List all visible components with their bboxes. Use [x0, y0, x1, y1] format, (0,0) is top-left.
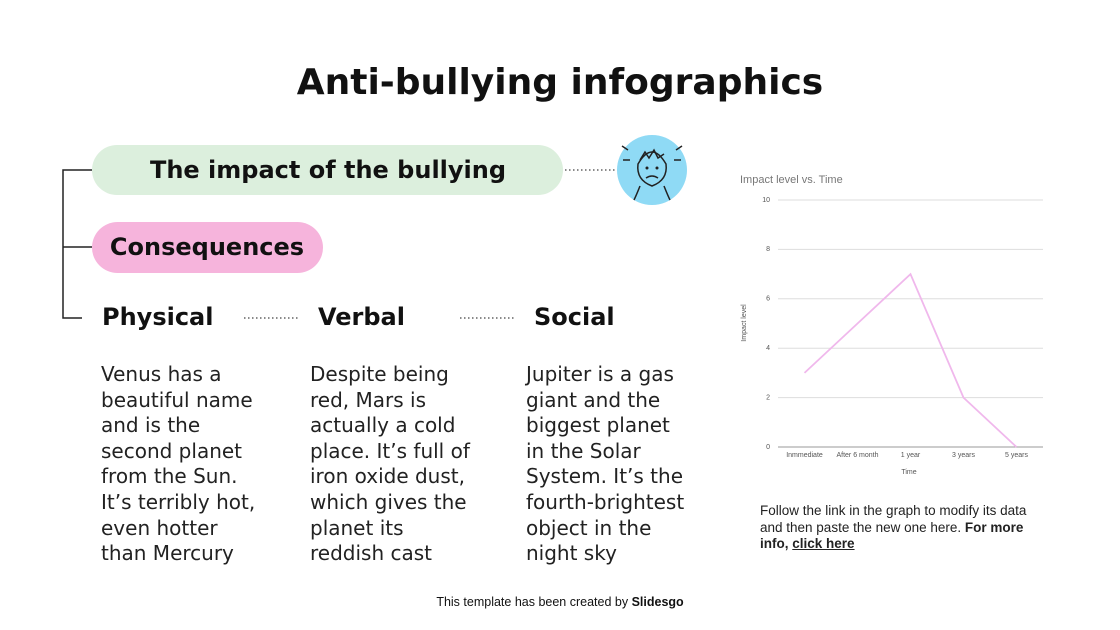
column-text-line: night sky	[526, 541, 617, 566]
column-text-line: reddish cast	[310, 541, 433, 566]
consequences-pill	[92, 222, 323, 273]
y-tick-label: 10	[762, 197, 770, 204]
x-tick-label: 5 years	[1005, 452, 1028, 459]
stress-icon	[617, 135, 687, 205]
column-text-line: It’s terribly hot,	[101, 490, 256, 514]
column-text-line: place. It’s full of	[310, 438, 470, 463]
column-text-line: Venus has a	[101, 362, 222, 386]
caption-text: Follow the link in the graph to modify i…	[760, 503, 1027, 535]
y-tick-label: 0	[766, 444, 770, 451]
column-text-line: second planet	[101, 438, 243, 463]
column-text-line: from the Sun.	[101, 464, 238, 489]
x-axis-label: Time	[901, 469, 916, 476]
impact-label: The impact of the bullying	[150, 156, 506, 184]
title: Anti-bullying infographics	[296, 62, 824, 103]
column-text-line: beautiful name	[101, 387, 253, 412]
column-text-line: giant and the	[526, 387, 661, 412]
x-tick-label: 3 years	[952, 452, 975, 459]
data-line	[803, 272, 1018, 448]
impact-pill	[92, 145, 563, 195]
footer-text: This template has been created by	[436, 595, 629, 609]
footer: This template has been created by Slides…	[0, 595, 1120, 609]
column-text-line: object in the	[526, 515, 652, 540]
column-heading: Verbal	[318, 303, 405, 331]
more-info-link[interactable]: click here	[792, 536, 855, 551]
column-text-line: red, Mars is	[310, 387, 426, 412]
footer-brand: Slidesgo	[631, 595, 684, 609]
consequences-label: Consequences	[110, 233, 304, 261]
y-tick-label: 8	[766, 246, 770, 253]
column-text-line: which gives the	[310, 490, 467, 514]
column-heading: Social	[534, 303, 615, 331]
column-heading: Physical	[102, 303, 214, 331]
column-text-line: iron oxide dust,	[310, 464, 465, 489]
column-text-line: in the Solar	[526, 438, 641, 463]
caption-bold: For more info,	[760, 519, 1024, 552]
chart-title: Impact level vs. Time	[740, 174, 843, 186]
column-text-line: biggest planet	[526, 413, 670, 438]
bracket	[62, 169, 92, 319]
y-tick-label: 4	[766, 345, 770, 352]
column-text-line: Despite being	[310, 362, 449, 386]
column-text-line: even hotter	[101, 515, 218, 540]
x-tick-label: After 6 month	[836, 452, 878, 459]
column-text-line: System. It’s the	[526, 464, 683, 489]
column-text-line: planet its	[310, 515, 404, 540]
column-text-line: fourth-brightest	[526, 490, 685, 514]
column-text-line: Jupiter is a gas	[526, 362, 674, 386]
y-tick-label: 6	[766, 296, 770, 303]
dotted-connectors	[244, 169, 618, 319]
column-text-line: and is the	[101, 413, 201, 438]
column-text-line: actually a cold	[310, 413, 456, 438]
y-axis-label: Impact level	[741, 304, 748, 342]
x-tick-label: 1 year	[901, 452, 921, 459]
y-tick-label: 2	[766, 394, 770, 401]
x-tick-label: Inmmediate	[786, 452, 823, 459]
chart: Impact level vs. Time Time Impact level …	[740, 174, 1043, 476]
caption: Follow the link in the graph to modify i…	[760, 503, 1045, 553]
column-text-line: than Mercury	[101, 541, 234, 566]
